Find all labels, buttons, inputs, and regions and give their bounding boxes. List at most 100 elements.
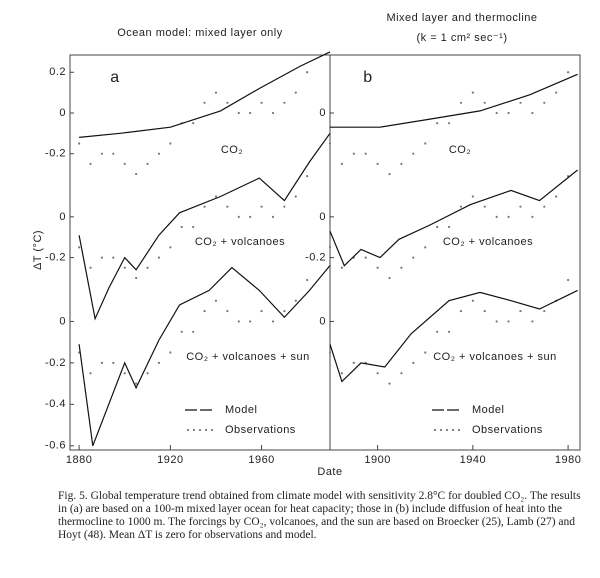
model-line xyxy=(329,289,578,383)
legend-observation-swatch xyxy=(186,428,190,432)
observation-point xyxy=(135,172,138,176)
y-tick-label: 0.2 xyxy=(49,66,66,78)
observation-point xyxy=(226,309,229,313)
observation-point xyxy=(471,195,474,198)
observation-point xyxy=(283,309,286,313)
x-tick-label: 1980 xyxy=(555,454,581,466)
model-line xyxy=(329,169,578,267)
observation-point xyxy=(260,101,263,104)
y-tick-label: -0.2 xyxy=(305,251,326,263)
caption: Fig. 5. Global temperature trend obtaine… xyxy=(58,490,581,541)
y-tick-label: 0 xyxy=(319,211,326,223)
legend-observation-swatch xyxy=(433,428,437,432)
observation-point xyxy=(483,309,486,313)
observation-point xyxy=(89,372,92,375)
observation-point xyxy=(271,320,275,323)
subplot-label: CO₂ + volcanoes + sun xyxy=(186,351,310,363)
observation-point xyxy=(471,91,474,94)
x-axis-label: Date xyxy=(317,466,342,478)
observation-point xyxy=(555,195,558,198)
observation-point xyxy=(89,162,92,165)
observation-point xyxy=(424,351,427,354)
y-tick-label: 0 xyxy=(59,211,66,223)
observation-point xyxy=(376,162,379,165)
observation-point xyxy=(294,299,297,302)
y-tick-label: 0 xyxy=(319,315,326,327)
subplot-label: CO₂ xyxy=(449,144,471,156)
observation-point xyxy=(400,162,403,165)
y-tick-label: -0.6 xyxy=(45,440,66,452)
legend-observation-swatch xyxy=(192,428,196,432)
observation-point xyxy=(424,246,427,249)
observation-point xyxy=(507,320,510,323)
observation-point xyxy=(100,361,104,364)
observation-point xyxy=(271,215,275,218)
observation-point xyxy=(447,330,451,333)
x-tick-label: 1920 xyxy=(157,454,183,466)
x-tick-label: 1940 xyxy=(460,454,486,466)
panel-title: Mixed layer and thermocline xyxy=(386,12,537,24)
observation-point xyxy=(352,361,355,364)
figure: Ocean model: mixed layer only a ΔT (°C) Dat… xyxy=(32,12,581,478)
observation-point xyxy=(543,101,546,104)
observation-point xyxy=(249,320,252,323)
model-line xyxy=(78,132,331,321)
panel-label: b xyxy=(363,69,372,86)
subplot-label: CO₂ + volcanoes xyxy=(195,236,285,248)
observation-point xyxy=(543,205,546,208)
observation-point xyxy=(328,246,332,249)
y-tick-label: -0.2 xyxy=(45,357,66,369)
panel-subtitle: (k = 1 cm² sec⁻¹) xyxy=(416,32,507,44)
observation-point xyxy=(78,142,81,145)
observation-point xyxy=(495,215,498,218)
observation-point xyxy=(157,256,161,259)
observation-point xyxy=(192,225,195,229)
y-tick-label: -0.2 xyxy=(45,148,66,160)
observation-point xyxy=(436,330,439,333)
observation-point xyxy=(388,276,391,280)
observation-point xyxy=(519,205,522,208)
y-tick-label: 0 xyxy=(319,107,326,119)
observation-point xyxy=(100,152,104,155)
legend-label: Observations xyxy=(225,424,296,436)
panel-title: Ocean model: mixed layer only xyxy=(117,27,283,39)
observation-point xyxy=(157,152,161,155)
observation-point xyxy=(376,372,379,375)
observation-point xyxy=(214,195,218,198)
observation-point xyxy=(507,215,510,218)
x-tick-label: 1880 xyxy=(66,454,92,466)
observation-point xyxy=(531,215,534,218)
observation-point xyxy=(294,91,297,94)
observation-point xyxy=(123,162,126,165)
observation-point xyxy=(249,215,252,218)
observation-point xyxy=(192,122,195,125)
observation-point xyxy=(447,225,451,229)
legend-observation-swatch xyxy=(198,428,202,432)
legend-observation-swatch xyxy=(445,428,449,432)
observation-point xyxy=(89,266,92,269)
y-tick-label: 0 xyxy=(59,315,66,327)
observation-point xyxy=(495,320,498,323)
observation-point xyxy=(543,309,546,313)
observation-point xyxy=(328,351,332,354)
observation-point xyxy=(376,266,379,269)
model-line xyxy=(79,51,331,138)
legend-label: Observations xyxy=(472,424,543,436)
legend-label: Model xyxy=(225,404,257,416)
observation-point xyxy=(412,361,415,364)
observation-point xyxy=(507,111,510,115)
observation-point xyxy=(203,309,206,313)
observation-point xyxy=(352,152,355,155)
observation-point xyxy=(180,330,183,333)
observation-point xyxy=(340,162,344,165)
observation-point xyxy=(340,372,344,375)
observation-point xyxy=(271,111,275,115)
observation-point xyxy=(214,299,218,302)
observation-point xyxy=(123,266,126,269)
subplot-label: CO₂ + volcanoes xyxy=(443,236,533,248)
observation-point xyxy=(531,111,534,115)
observation-point xyxy=(112,152,115,155)
observation-point xyxy=(123,372,126,375)
observation-point xyxy=(495,111,498,115)
observation-point xyxy=(471,299,474,302)
